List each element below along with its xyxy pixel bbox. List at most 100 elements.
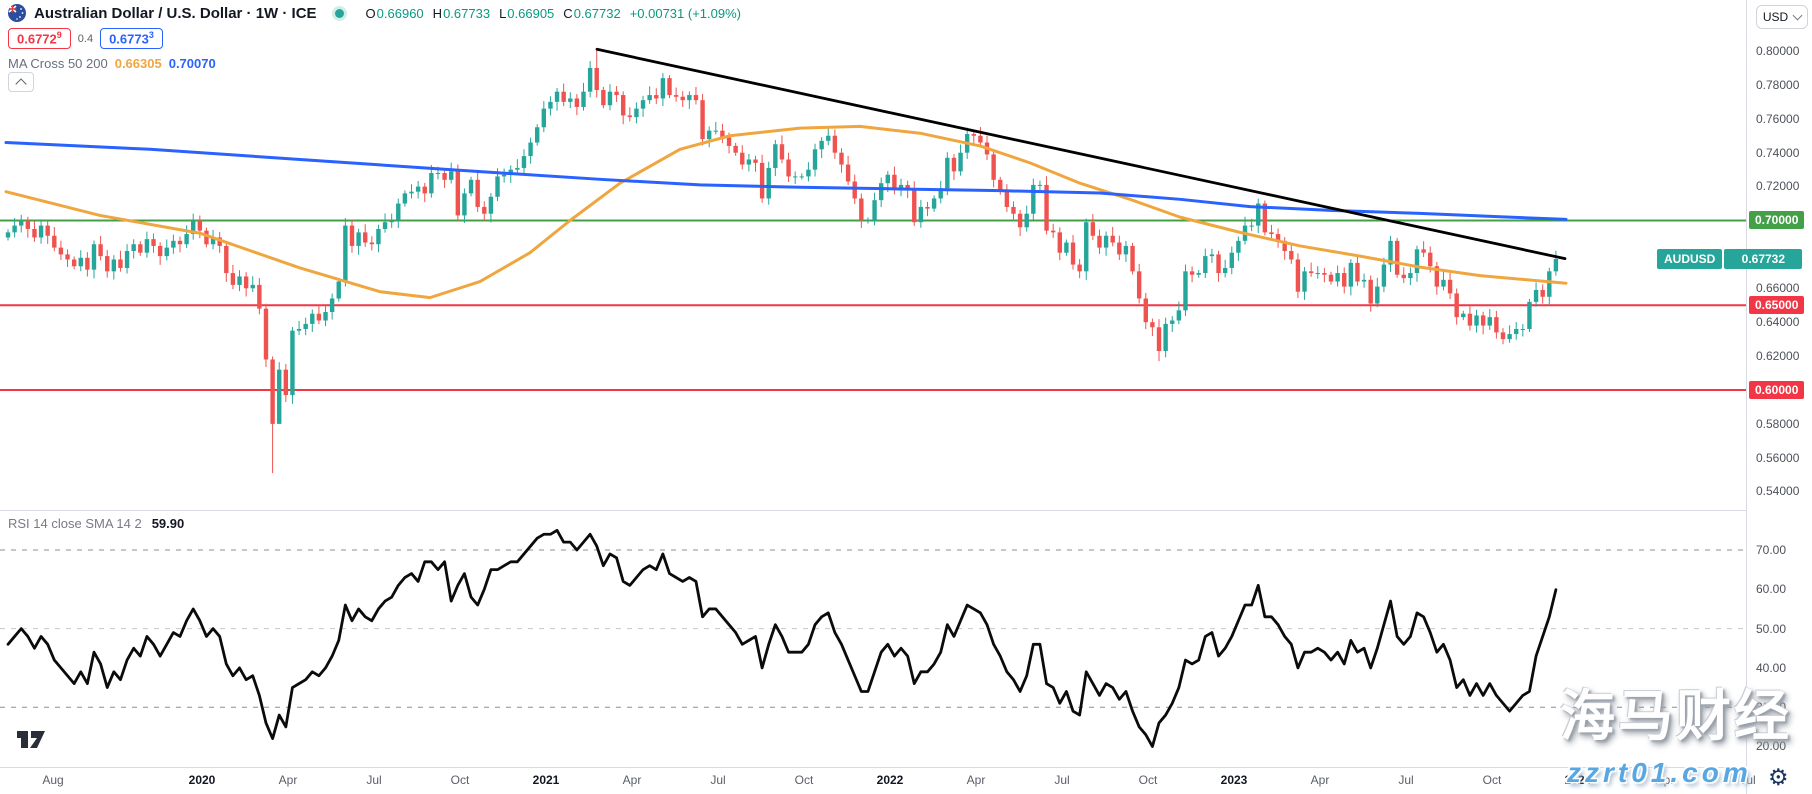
candle-body (521, 156, 527, 168)
candle-body (19, 220, 24, 226)
ma200-value: 0.70070 (168, 56, 216, 71)
candle-body (1249, 225, 1254, 227)
candle-body (429, 173, 434, 194)
sell-button[interactable]: 0.67729 (8, 28, 71, 50)
symbol-title[interactable]: Australian Dollar / U.S. Dollar · 1W · I… (34, 4, 317, 22)
candle-body (1077, 264, 1082, 272)
candle-body (799, 176, 804, 178)
ohlc-values: O0.66960 H0.67733 L0.66905 C0.67732 +0.0… (366, 6, 741, 21)
candle-body (164, 247, 169, 257)
candle-body (945, 157, 950, 189)
candle-body (1236, 240, 1241, 253)
rsi-line[interactable] (6, 528, 1558, 748)
candle-body (1170, 320, 1175, 324)
open-value: 0.66960 (376, 5, 424, 21)
candle-body (687, 95, 692, 101)
rsi-axis-label: 40.00 (1756, 661, 1787, 675)
pane-divider[interactable] (0, 510, 1746, 511)
candle-body (71, 259, 77, 267)
candle-body (1037, 184, 1043, 186)
candle-body (1183, 271, 1188, 311)
currency-selector[interactable]: USD (1756, 5, 1808, 29)
candle-body (905, 184, 910, 190)
time-axis-month-label: Jul (1398, 773, 1414, 787)
candle-body (197, 220, 203, 231)
candle-body (640, 100, 646, 109)
candle-body (1335, 273, 1340, 282)
candle-body (349, 225, 355, 246)
candle-body (78, 257, 83, 267)
candle-body (1189, 271, 1195, 275)
price-level-badge[interactable]: 0.60000 (1749, 381, 1805, 399)
candle-body (541, 108, 547, 128)
candle-body (812, 149, 818, 170)
rsi-axis-label: 50.00 (1756, 622, 1787, 636)
candle-body (25, 220, 31, 229)
candle-body (991, 154, 996, 180)
candle-body (1064, 242, 1069, 253)
price-axis-label: 0.64000 (1756, 315, 1800, 329)
candle-body (1256, 203, 1261, 226)
candle-body (455, 171, 461, 216)
last-price-symbol: AUDUSD (1657, 249, 1723, 269)
buy-button[interactable]: 0.67733 (100, 28, 163, 50)
price-level-badge[interactable]: 0.65000 (1749, 296, 1805, 314)
candle-body (561, 91, 566, 102)
candle-body (184, 234, 189, 245)
candle-body (720, 130, 725, 138)
candle-body (224, 245, 229, 274)
rsi-value: 59.90 (151, 516, 185, 531)
trendline[interactable] (595, 47, 1567, 261)
ma200-line[interactable] (4, 141, 1568, 221)
candle-body (250, 284, 255, 289)
candle-body (144, 239, 150, 253)
candle-body (237, 276, 242, 285)
candle-body (1275, 234, 1281, 241)
candle-body (1514, 328, 1519, 335)
candle-body (1500, 332, 1506, 340)
candle-body (865, 220, 871, 222)
candle-body (435, 173, 441, 175)
candle-body (1322, 273, 1327, 275)
ma50-line[interactable] (4, 124, 1568, 300)
candle-body (382, 222, 388, 229)
candle-body (343, 225, 348, 282)
candle-body (713, 130, 719, 132)
candle-body (376, 228, 381, 245)
rsi-legend[interactable]: RSI 14 close SMA 14 2 59.90 (8, 516, 184, 531)
candle-body (263, 308, 269, 360)
candle-body (1434, 266, 1440, 287)
candle-body (620, 95, 626, 116)
collapse-legend-button[interactable] (8, 72, 34, 92)
candle-body (1408, 273, 1413, 279)
candle-body (1394, 240, 1400, 275)
gear-icon[interactable]: ⚙ (1768, 764, 1789, 790)
candle-body (746, 159, 752, 165)
candle-body (1368, 279, 1373, 304)
candle-body (1209, 254, 1215, 257)
market-status-icon[interactable] (334, 8, 344, 18)
candle-body (1527, 301, 1532, 329)
candle-body (1216, 254, 1221, 274)
tradingview-logo-icon[interactable] (16, 730, 46, 754)
candle-body (1143, 298, 1148, 323)
candle-body (177, 240, 183, 245)
candle-body (356, 232, 361, 246)
candle-body (1097, 235, 1102, 248)
price-level-badge[interactable]: 0.70000 (1749, 211, 1805, 229)
candle-body (1282, 240, 1287, 252)
time-axis-year-label: 2020 (188, 773, 216, 787)
candle-body (574, 98, 580, 107)
close-value: 0.67732 (573, 5, 621, 21)
candle-body (151, 239, 156, 246)
ma-cross-legend[interactable]: MA Cross 50 200 (8, 56, 108, 71)
candle-body (65, 254, 70, 260)
candle-body (759, 162, 765, 199)
last-price-badge[interactable]: AUDUSD 0.67732 (1657, 249, 1803, 269)
candle-body (290, 330, 295, 396)
candle-body (726, 137, 732, 146)
candle-body (296, 328, 302, 331)
time-axis-year-label: 2021 (532, 773, 560, 787)
